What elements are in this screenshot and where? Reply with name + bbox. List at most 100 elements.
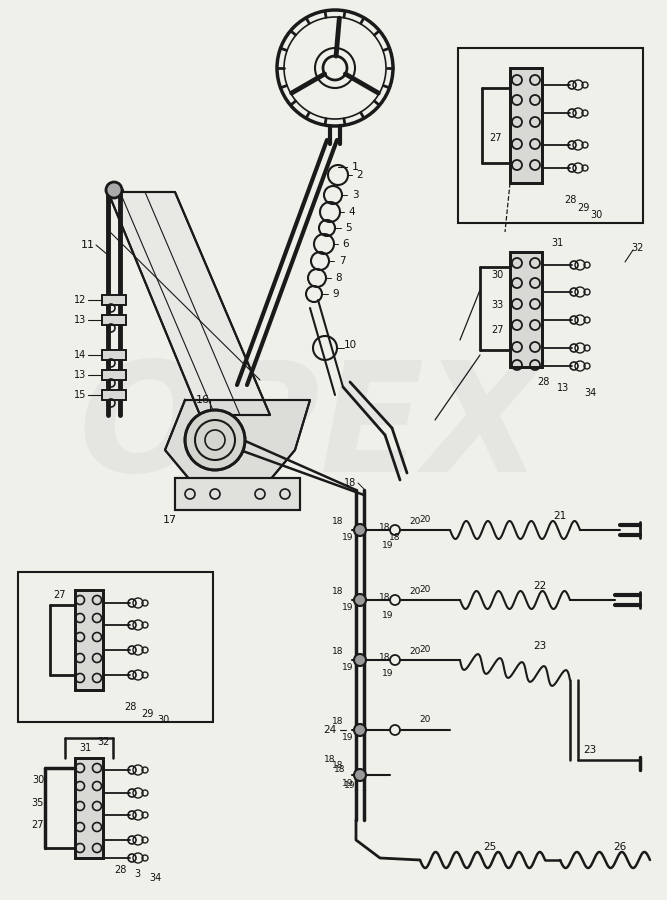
Text: 31: 31 [79, 743, 91, 753]
Circle shape [106, 182, 122, 198]
Bar [75, 758, 103, 858]
Text: 18: 18 [332, 761, 344, 770]
Text: 12: 12 [74, 295, 86, 305]
Text: 20: 20 [410, 587, 421, 596]
Bar [102, 315, 126, 325]
Bar [102, 350, 126, 360]
Bar [102, 370, 126, 380]
Text: 31: 31 [551, 238, 563, 248]
Text: 35: 35 [32, 798, 44, 808]
Text: 3: 3 [134, 869, 140, 879]
Circle shape [354, 524, 366, 536]
Text: 29: 29 [577, 203, 589, 213]
Text: 18: 18 [380, 524, 391, 533]
Text: 19: 19 [342, 604, 354, 613]
Text: 28: 28 [564, 195, 576, 205]
Text: 28: 28 [537, 377, 549, 387]
Text: 9: 9 [333, 289, 340, 299]
Text: 13: 13 [557, 383, 569, 393]
Text: 1: 1 [352, 162, 358, 172]
Text: 19: 19 [342, 734, 354, 742]
Text: 28: 28 [124, 702, 136, 712]
Text: 13: 13 [74, 315, 86, 325]
Text: 27: 27 [54, 590, 66, 600]
Text: 21: 21 [554, 511, 567, 521]
Text: 14: 14 [74, 350, 86, 360]
Bar [102, 315, 126, 325]
Text: 13: 13 [74, 370, 86, 380]
Bar [458, 48, 643, 223]
Text: 22: 22 [534, 581, 547, 591]
Text: 33: 33 [491, 300, 503, 310]
Text: 18: 18 [332, 646, 344, 655]
Text: 24: 24 [323, 725, 337, 735]
Text: 27: 27 [491, 325, 503, 335]
Bar [102, 390, 126, 400]
Text: 20: 20 [420, 645, 431, 654]
Circle shape [354, 654, 366, 666]
Text: 19: 19 [342, 778, 354, 788]
Text: 20: 20 [420, 716, 431, 724]
Circle shape [354, 724, 366, 736]
Bar [102, 295, 126, 305]
Text: 20: 20 [420, 586, 431, 595]
Bar [510, 68, 542, 183]
Text: 29: 29 [141, 709, 153, 719]
Text: 18: 18 [380, 653, 391, 662]
Text: 2: 2 [357, 170, 364, 180]
Polygon shape [165, 400, 310, 480]
Text: 25: 25 [484, 842, 497, 852]
Text: 20: 20 [420, 516, 431, 525]
Text: 30: 30 [32, 775, 44, 785]
Text: 32: 32 [632, 243, 644, 253]
Text: 15: 15 [74, 390, 86, 400]
Text: 19: 19 [342, 663, 354, 672]
Text: 17: 17 [163, 515, 177, 525]
Text: 34: 34 [149, 873, 161, 883]
Bar [510, 252, 542, 367]
Text: 4: 4 [349, 207, 356, 217]
Text: 30: 30 [157, 715, 169, 725]
Text: 20: 20 [410, 646, 421, 655]
Bar [102, 350, 126, 360]
Circle shape [354, 594, 366, 606]
Text: 18: 18 [332, 716, 344, 725]
Text: 19: 19 [344, 780, 356, 789]
Text: 18: 18 [332, 517, 344, 526]
Text: 8: 8 [336, 273, 342, 283]
Bar [75, 590, 103, 690]
Text: 18: 18 [324, 755, 336, 764]
Text: 23: 23 [584, 745, 596, 755]
Text: 7: 7 [339, 256, 346, 266]
Text: 11: 11 [81, 240, 95, 250]
Text: 27: 27 [490, 133, 502, 143]
Text: 10: 10 [344, 340, 357, 350]
Bar [102, 295, 126, 305]
Text: 27: 27 [32, 820, 44, 830]
Bar [510, 252, 542, 367]
Text: 26: 26 [614, 842, 626, 852]
Bar [510, 68, 542, 183]
Text: 34: 34 [584, 388, 596, 398]
Text: 3: 3 [352, 190, 358, 200]
Text: 32: 32 [97, 737, 109, 747]
Polygon shape [108, 192, 270, 415]
Text: 18: 18 [344, 478, 356, 488]
Text: 30: 30 [590, 210, 602, 220]
Bar [75, 758, 103, 858]
Text: 19: 19 [382, 611, 394, 620]
Bar [175, 478, 300, 510]
Text: 16: 16 [196, 395, 210, 405]
Text: 18: 18 [332, 587, 344, 596]
Text: OPEX: OPEX [78, 356, 542, 505]
Bar [75, 590, 103, 690]
Text: 18: 18 [390, 534, 401, 543]
Bar [102, 370, 126, 380]
Text: 5: 5 [346, 223, 352, 233]
Text: 6: 6 [343, 239, 350, 249]
Bar [175, 478, 300, 510]
Bar [102, 390, 126, 400]
Circle shape [185, 410, 245, 470]
Text: 19: 19 [342, 534, 354, 543]
Circle shape [354, 769, 366, 781]
